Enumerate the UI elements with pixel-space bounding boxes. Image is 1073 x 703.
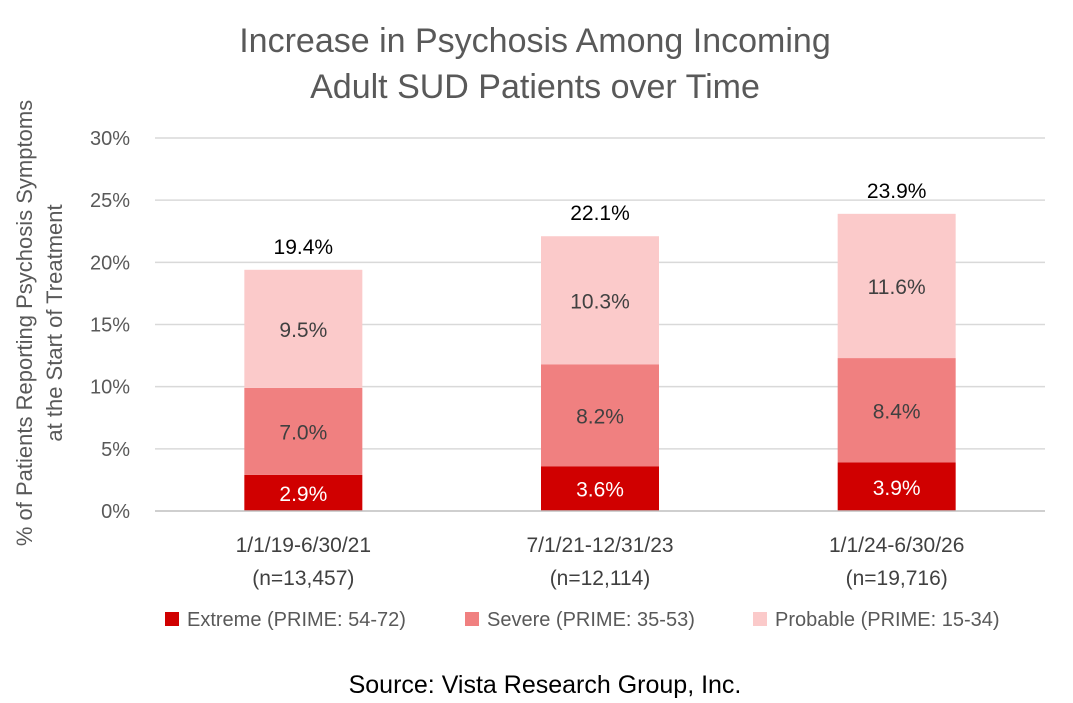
x-category-label: (n=12,114) <box>550 567 651 590</box>
bar-stack: 3.9% 8.4% 11.6% 23.9% <box>837 180 956 511</box>
bar-stack: 3.6% 8.2% 10.3% 22.1% <box>541 202 659 511</box>
bar-segment-label: 7.0% <box>279 421 327 444</box>
bar-segment-label: 2.9% <box>279 483 327 506</box>
bar-segment <box>541 466 659 511</box>
x-axis-category-labels: 1/1/19-6/30/21 (n=13,457) 7/1/21-12/31/23 (… <box>236 534 965 590</box>
chart-title-line-2: Adult SUD Patients over Time <box>310 68 760 106</box>
bar-segment-label: 10.3% <box>570 290 630 313</box>
chart-title: Increase in Psychosis Among Incoming Adu… <box>239 22 831 106</box>
legend-swatch <box>465 612 479 626</box>
bar-segment-label: 8.2% <box>576 405 624 428</box>
legend-swatch <box>753 612 767 626</box>
bar-segment <box>244 269 363 388</box>
y-tick-label: 0% <box>101 501 130 523</box>
x-category-label: 7/1/21-12/31/23 <box>526 534 673 557</box>
legend: Extreme (PRIME: 54-72) Severe (PRIME: 35-… <box>165 609 1000 631</box>
legend-label: Severe (PRIME: 35-53) <box>487 609 695 631</box>
legend-item: Severe (PRIME: 35-53) <box>465 609 695 631</box>
legend-label: Extreme (PRIME: 54-72) <box>187 609 406 631</box>
x-category-label: 1/1/24-6/30/26 <box>829 534 964 557</box>
bar-segment <box>837 462 956 511</box>
bars: 2.9% 7.0% 9.5% 19.4% 3.6% 8.2% 10.3% 22.1% 3.9% 8… <box>244 180 956 511</box>
chart-title-line-1: Increase in Psychosis Among Incoming <box>239 22 831 60</box>
legend-swatch <box>165 612 179 626</box>
bar-segment <box>541 364 659 467</box>
y-tick-label: 20% <box>90 252 130 274</box>
bar-segment <box>837 358 956 463</box>
y-axis-label: % of Patients Reporting Psychosis Sympto… <box>12 100 67 546</box>
y-tick-label: 10% <box>90 377 130 399</box>
legend-label: Probable (PRIME: 15-34) <box>775 609 1000 631</box>
legend-item: Probable (PRIME: 15-34) <box>753 609 1000 631</box>
bar-segment-label: 3.6% <box>576 479 624 502</box>
bar-segment-label: 9.5% <box>279 319 327 342</box>
bar-segment <box>837 213 956 359</box>
y-tick-label: 15% <box>90 315 130 337</box>
y-axis-label-line-1: % of Patients Reporting Psychosis Sympto… <box>12 100 37 546</box>
bar-segment-label: 3.9% <box>873 477 921 500</box>
y-axis-label-line-2: at the Start of Treatment <box>42 204 67 441</box>
x-category-label: (n=19,716) <box>846 567 948 590</box>
bar-segment <box>541 236 659 365</box>
y-tick-label: 25% <box>90 190 130 212</box>
bar-segment-label: 11.6% <box>868 276 926 299</box>
source-note: Source: Vista Research Group, Inc. <box>349 671 742 699</box>
bar-stack: 2.9% 7.0% 9.5% 19.4% <box>244 236 363 511</box>
bar-total-label: 22.1% <box>570 202 630 225</box>
bar-segment-label: 8.4% <box>873 400 921 423</box>
x-category-label: (n=13,457) <box>252 567 354 590</box>
bar-total-label: 23.9% <box>867 180 927 203</box>
bar-segment <box>244 474 363 511</box>
bar-segment <box>244 387 363 475</box>
legend-item: Extreme (PRIME: 54-72) <box>165 609 406 631</box>
x-category-label: 1/1/19-6/30/21 <box>236 534 371 557</box>
bar-total-label: 19.4% <box>274 236 334 259</box>
y-axis-ticks: 0% 5% 10% 15% 20% 25% 30% <box>90 128 130 523</box>
y-tick-label: 30% <box>90 128 130 150</box>
y-tick-label: 5% <box>101 439 130 461</box>
